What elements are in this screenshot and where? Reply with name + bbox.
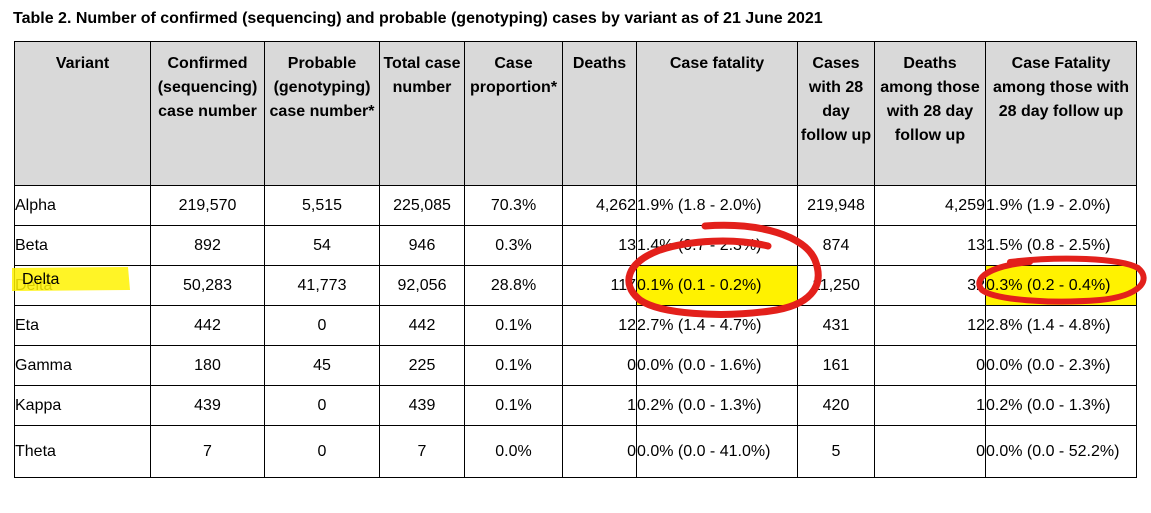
case-fatality-cell: 1.4% (0.7 - 2.3%)	[636, 225, 798, 266]
confirmed-cell: 50,283	[150, 265, 265, 306]
total-cell: 439	[379, 385, 465, 426]
table-row: Kappa 439 0 439 0.1% 1 0.2% (0.0 - 1.3%)…	[14, 385, 1137, 426]
table-row: Beta 892 54 946 0.3% 13 1.4% (0.7 - 2.3%…	[14, 225, 1137, 266]
confirmed-cell: 439	[150, 385, 265, 426]
proportion-cell: 0.1%	[464, 305, 563, 346]
deaths-28-cell: 13	[874, 225, 986, 266]
table-row: Gamma 180 45 225 0.1% 0 0.0% (0.0 - 1.6%…	[14, 345, 1137, 386]
deaths-cell: 4,262	[562, 185, 637, 226]
proportion-cell: 28.8%	[464, 265, 563, 306]
cases-28-cell: 431	[797, 305, 875, 346]
probable-cell: 0	[264, 425, 380, 478]
table-row: Eta 442 0 442 0.1% 12 2.7% (1.4 - 4.7%) …	[14, 305, 1137, 346]
deaths-28-cell: 0	[874, 425, 986, 478]
header-row: Variant Confirmed (sequencing) case numb…	[14, 41, 1137, 186]
variant-cell: Kappa	[14, 385, 151, 426]
deaths-28-cell: 4,259	[874, 185, 986, 226]
probable-cell: 5,515	[264, 185, 380, 226]
probable-cell: 0	[264, 305, 380, 346]
cfr-28-cell: 1.5% (0.8 - 2.5%)	[985, 225, 1137, 266]
cases-28-cell: 219,948	[797, 185, 875, 226]
deaths-cell: 13	[562, 225, 637, 266]
header-proportion: Case proportion*	[464, 41, 563, 186]
cases-28-cell: 874	[797, 225, 875, 266]
variant-table: Variant Confirmed (sequencing) case numb…	[14, 41, 1137, 478]
cases-28-cell: 161	[797, 345, 875, 386]
deaths-28-cell: 12	[874, 305, 986, 346]
header-probable: Probable (genotyping) case number*	[264, 41, 380, 186]
variant-cell: Delta	[14, 265, 151, 306]
header-cases-28: Cases with 28 day follow up	[797, 41, 875, 186]
header-confirmed: Confirmed (sequencing) case number	[150, 41, 265, 186]
case-fatality-cell: 0.0% (0.0 - 41.0%)	[636, 425, 798, 478]
header-variant: Variant	[14, 41, 151, 186]
case-fatality-cell: 2.7% (1.4 - 4.7%)	[636, 305, 798, 346]
deaths-cell: 0	[562, 345, 637, 386]
confirmed-cell: 7	[150, 425, 265, 478]
cases-28-cell: 420	[797, 385, 875, 426]
proportion-cell: 0.1%	[464, 385, 563, 426]
total-cell: 946	[379, 225, 465, 266]
cfr-28-cell: 0.2% (0.0 - 1.3%)	[985, 385, 1137, 426]
cfr-28-cell: 2.8% (1.4 - 4.8%)	[985, 305, 1137, 346]
case-fatality-cell: 0.0% (0.0 - 1.6%)	[636, 345, 798, 386]
table-row: Alpha 219,570 5,515 225,085 70.3% 4,262 …	[14, 185, 1137, 226]
proportion-cell: 0.3%	[464, 225, 563, 266]
variant-cell: Eta	[14, 305, 151, 346]
confirmed-cell: 180	[150, 345, 265, 386]
total-cell: 92,056	[379, 265, 465, 306]
cfr-28-cell: 0.3% (0.2 - 0.4%)	[985, 265, 1137, 306]
probable-cell: 54	[264, 225, 380, 266]
cases-28-cell: 11,250	[797, 265, 875, 306]
deaths-28-cell: 0	[874, 345, 986, 386]
deaths-cell: 0	[562, 425, 637, 478]
deaths-28-cell: 1	[874, 385, 986, 426]
proportion-cell: 70.3%	[464, 185, 563, 226]
total-cell: 225,085	[379, 185, 465, 226]
header-deaths: Deaths	[562, 41, 637, 186]
deaths-28-cell: 32	[874, 265, 986, 306]
header-cfr-28: Case Fatality among those with 28 day fo…	[985, 41, 1137, 186]
variant-cell: Beta	[14, 225, 151, 266]
variant-cell: Gamma	[14, 345, 151, 386]
confirmed-cell: 442	[150, 305, 265, 346]
total-cell: 7	[379, 425, 465, 478]
total-cell: 442	[379, 305, 465, 346]
probable-cell: 0	[264, 385, 380, 426]
variant-cell: Theta	[14, 425, 151, 478]
deaths-cell: 117	[562, 265, 637, 306]
header-deaths-28: Deaths among those with 28 day follow up	[874, 41, 986, 186]
header-total: Total case number	[379, 41, 465, 186]
confirmed-cell: 892	[150, 225, 265, 266]
deaths-cell: 12	[562, 305, 637, 346]
variant-cell: Alpha	[14, 185, 151, 226]
cfr-28-cell: 1.9% (1.9 - 2.0%)	[985, 185, 1137, 226]
case-fatality-cell: 1.9% (1.8 - 2.0%)	[636, 185, 798, 226]
cfr-28-cell: 0.0% (0.0 - 52.2%)	[985, 425, 1137, 478]
case-fatality-cell: 0.2% (0.0 - 1.3%)	[636, 385, 798, 426]
cases-28-cell: 5	[797, 425, 875, 478]
cfr-28-cell: 0.0% (0.0 - 2.3%)	[985, 345, 1137, 386]
total-cell: 225	[379, 345, 465, 386]
header-case-fatality: Case fatality	[636, 41, 798, 186]
confirmed-cell: 219,570	[150, 185, 265, 226]
case-fatality-cell: 0.1% (0.1 - 0.2%)	[636, 265, 798, 306]
deaths-cell: 1	[562, 385, 637, 426]
table-row: Theta 7 0 7 0.0% 0 0.0% (0.0 - 41.0%) 5 …	[14, 425, 1137, 478]
proportion-cell: 0.0%	[464, 425, 563, 478]
table-title: Table 2. Number of confirmed (sequencing…	[13, 10, 823, 27]
proportion-cell: 0.1%	[464, 345, 563, 386]
table-row-delta: Delta 50,283 41,773 92,056 28.8% 117 0.1…	[14, 265, 1137, 306]
probable-cell: 45	[264, 345, 380, 386]
probable-cell: 41,773	[264, 265, 380, 306]
